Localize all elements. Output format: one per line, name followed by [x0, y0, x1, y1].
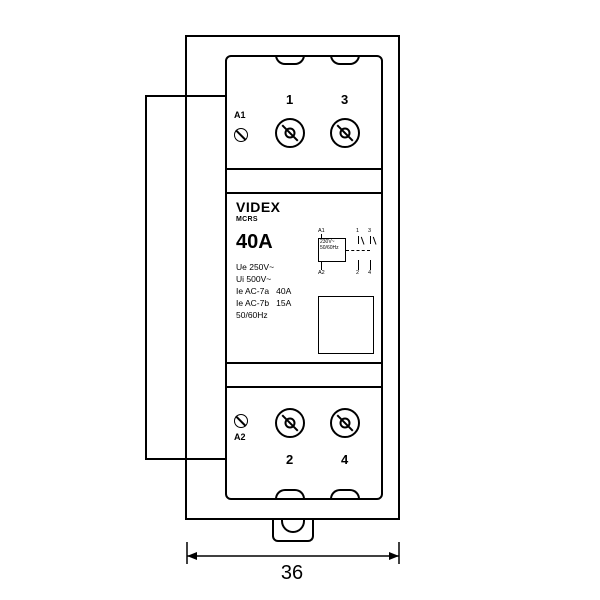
terminal-label-1: 1: [286, 92, 293, 107]
label-a2: A2: [234, 432, 246, 442]
outer-left-narrow: [145, 95, 187, 460]
model-text: 40A: [236, 231, 273, 254]
rating-line-4: Ie AC-7b 15A: [236, 298, 291, 310]
schematic-symbol: A1 A2 230V~ 50/60Hz 1 3 2 4: [318, 228, 376, 280]
rating-line-1: Ue 250V~: [236, 262, 291, 274]
sym-t3: 3: [368, 228, 371, 235]
divider-top: [227, 168, 381, 170]
sym-t1: 1: [356, 228, 359, 235]
sym-a2: A2: [318, 270, 325, 277]
terminal-bottom-4: [330, 408, 360, 438]
sym-t2: 2: [356, 270, 359, 277]
sym-t4: 4: [368, 270, 371, 277]
sub-brand-text: MCRS: [236, 216, 258, 223]
terminal-notch-bottom-2: [275, 489, 305, 499]
terminal-label-4: 4: [341, 452, 348, 467]
screw-a1: [234, 128, 248, 142]
terminal-notch-bottom-4: [330, 489, 360, 499]
blank-panel: [318, 296, 374, 354]
terminal-bottom-2: [275, 408, 305, 438]
terminal-top-1: [275, 118, 305, 148]
mounting-tab-inner: [281, 519, 305, 533]
mounting-tab: [272, 520, 314, 542]
terminal-top-3: [330, 118, 360, 148]
rating-line-5: 50/60Hz: [236, 310, 291, 322]
terminal-label-3: 3: [341, 92, 348, 107]
terminal-label-2: 2: [286, 452, 293, 467]
ratings-block: Ue 250V~ Ui 500V~ Ie AC-7a 40A Ie AC-7b …: [236, 262, 291, 321]
panel-divider-top: [227, 192, 381, 194]
label-a1: A1: [234, 110, 246, 120]
dimension-value: 36: [272, 562, 312, 585]
rating-line-3: Ie AC-7a 40A: [236, 286, 291, 298]
divider-bottom: [227, 386, 381, 388]
device-left-narrow: [185, 95, 225, 460]
brand-text: VIDEX: [236, 199, 281, 215]
sym-coil-2: 50/60Hz: [320, 246, 344, 252]
panel-divider-bottom: [227, 362, 381, 364]
screw-a2: [234, 414, 248, 428]
rating-line-2: Ui 500V~: [236, 274, 291, 286]
